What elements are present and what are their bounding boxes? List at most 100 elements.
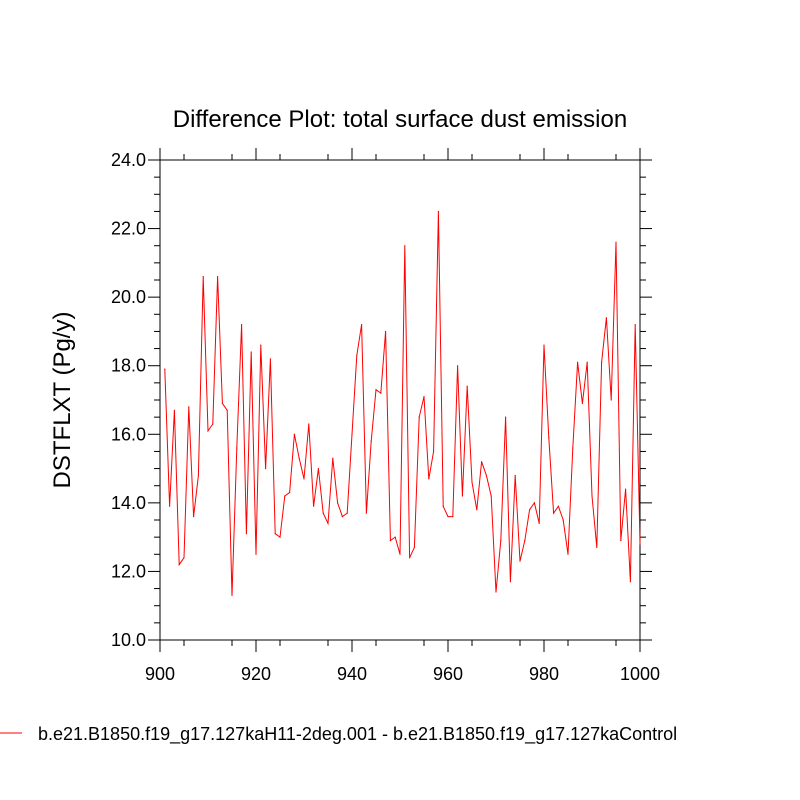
data-point [255, 553, 257, 555]
data-point [562, 519, 564, 521]
data-point [629, 581, 632, 583]
data-point [236, 447, 238, 449]
data-point [341, 515, 343, 518]
plot-frame [159, 159, 641, 641]
data-point [610, 399, 612, 401]
data-point [533, 502, 536, 504]
data-point [433, 450, 435, 453]
chart-title: Difference Plot: total surface dust emis… [173, 106, 627, 133]
data-point [615, 241, 617, 243]
data-point [466, 385, 468, 387]
data-point [327, 522, 329, 525]
y-tick-labels: 10.0 12.0 14.0 16.0 18.0 20.0 22.0 24.0 [111, 150, 146, 650]
data-point [572, 447, 574, 449]
data-point [289, 491, 291, 494]
data-point [241, 323, 243, 326]
data-point [284, 495, 286, 497]
data-point [250, 351, 252, 353]
data-point [217, 275, 219, 278]
data-point [332, 457, 334, 459]
data-point [293, 433, 295, 435]
data-point [437, 210, 439, 213]
data-point [265, 467, 267, 470]
data-point [207, 430, 209, 432]
axis-ticks [148, 148, 652, 652]
data-point [601, 361, 603, 363]
data-point [226, 409, 228, 411]
data-point [193, 515, 195, 518]
data-point [505, 416, 507, 418]
data-point [308, 423, 310, 425]
data-point [269, 358, 271, 360]
data-point [553, 512, 555, 514]
data-point [313, 505, 315, 507]
data-point [457, 365, 459, 367]
data-point [298, 457, 300, 459]
data-point [519, 560, 521, 562]
data-point [361, 323, 363, 326]
data-point [428, 478, 430, 480]
x-tick-label: 960 [433, 664, 463, 684]
data-point [639, 543, 641, 545]
data-point [380, 392, 382, 394]
data-point [404, 245, 406, 247]
data-point [245, 533, 247, 535]
data-point [490, 495, 492, 497]
data-point [581, 402, 584, 405]
data-point [557, 505, 560, 507]
data-point [212, 423, 214, 425]
data-point [169, 505, 171, 507]
data-point [385, 330, 387, 333]
data-point [471, 481, 473, 483]
y-tick-label: 12.0 [111, 561, 146, 581]
data-point [399, 553, 401, 555]
data-point [495, 591, 497, 593]
data-point [197, 474, 199, 477]
data-point [442, 505, 444, 507]
data-point [317, 467, 319, 470]
legend: b.e21.B1850.f19_g17.127kaH11-2deg.001 - … [0, 724, 677, 745]
legend-label: b.e21.B1850.f19_g17.127kaH11-2deg.001 - … [38, 724, 677, 745]
data-point [346, 512, 348, 514]
data-point [452, 515, 454, 518]
data-point [481, 461, 483, 463]
y-tick-label: 20.0 [111, 287, 146, 307]
y-tick-label: 14.0 [111, 493, 146, 513]
x-tick-label: 900 [145, 664, 175, 684]
data-point [509, 581, 511, 583]
data-point [279, 536, 281, 538]
data-point [514, 474, 516, 477]
x-tick-label: 1000 [620, 664, 660, 684]
data-point [538, 522, 540, 525]
data-point [164, 368, 166, 370]
data-point [625, 488, 627, 490]
y-tick-label: 22.0 [111, 219, 146, 239]
data-point [303, 478, 305, 480]
series-line [164, 211, 641, 596]
data-point [221, 402, 223, 405]
data-point [461, 495, 463, 497]
series-points [164, 210, 641, 597]
data-point [365, 512, 367, 514]
data-point [529, 509, 531, 511]
data-point [260, 344, 262, 346]
x-tick-label: 980 [529, 664, 559, 684]
data-point [413, 546, 415, 549]
data-point [476, 509, 478, 511]
x-tick-labels: 900 920 940 960 980 1000 [145, 664, 660, 684]
data-point [620, 539, 622, 542]
data-point [634, 323, 636, 326]
x-tick-label: 920 [241, 664, 271, 684]
data-point [178, 563, 180, 566]
data-point [567, 553, 569, 555]
data-point [188, 406, 190, 408]
data-point [548, 437, 550, 439]
data-point [485, 474, 487, 477]
data-point [591, 495, 593, 497]
data-point [370, 440, 372, 442]
data-point [524, 539, 526, 542]
data-point [183, 557, 185, 559]
data-point [202, 275, 204, 278]
data-point [418, 416, 420, 418]
